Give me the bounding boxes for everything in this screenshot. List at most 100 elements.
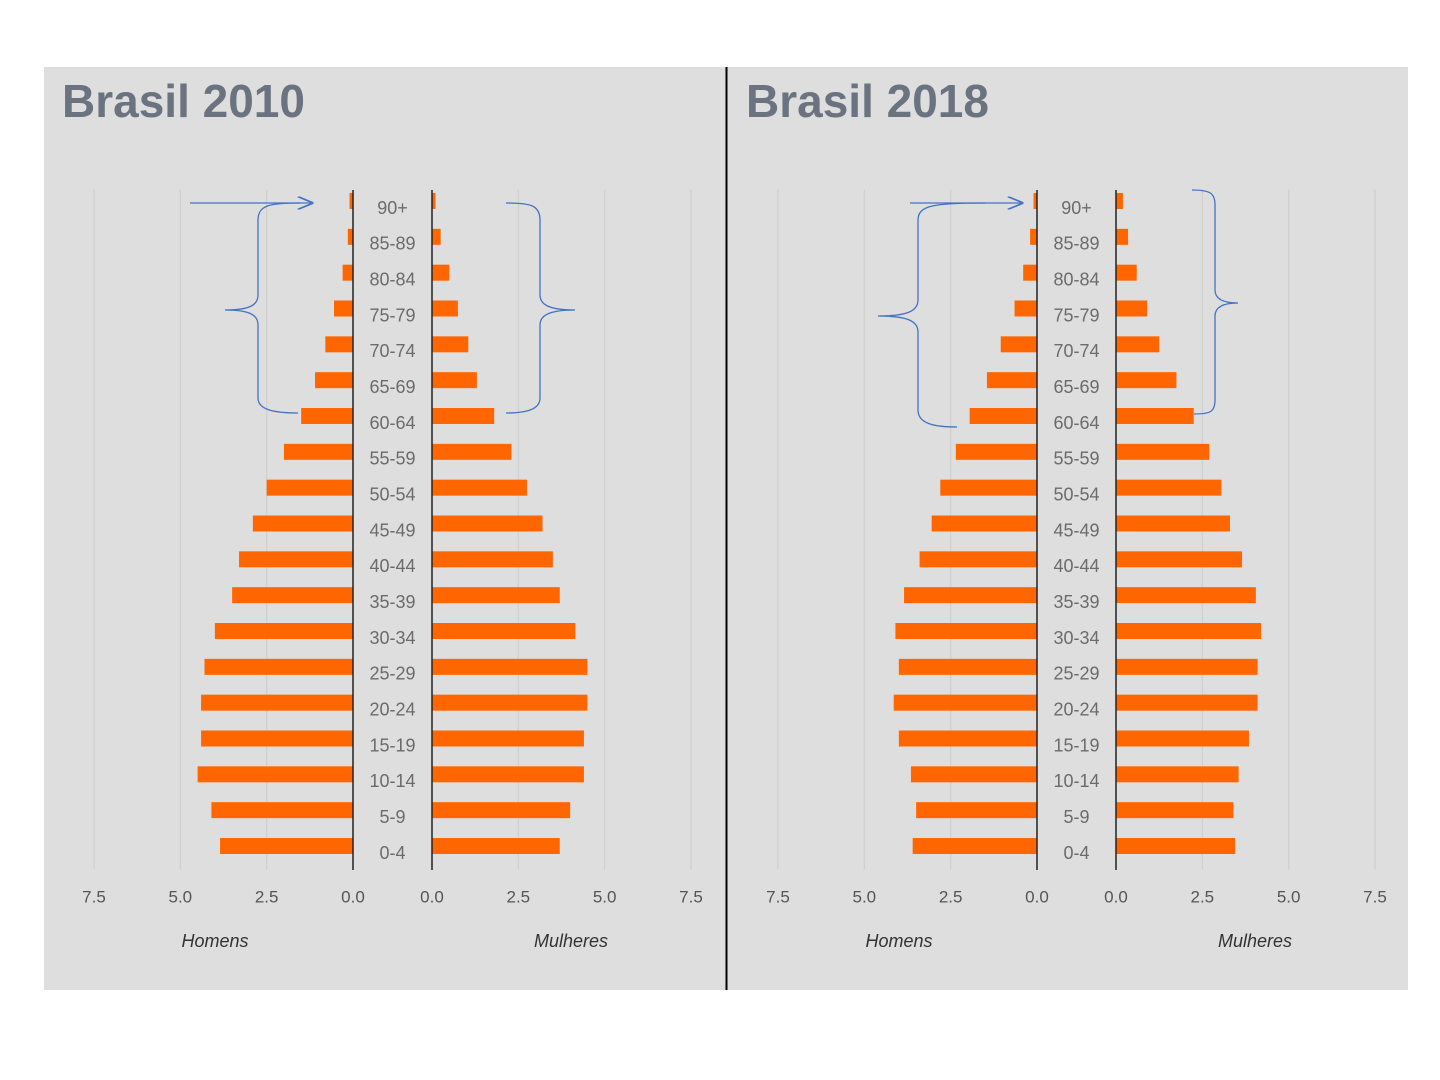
brace: [224, 202, 301, 414]
category-label: 55-59: [369, 449, 415, 469]
bar: [904, 587, 1037, 604]
x-tick-label: 2.5: [507, 887, 531, 906]
bar: [432, 408, 495, 424]
bar: [955, 443, 1037, 460]
bar: [432, 336, 469, 353]
bar: [432, 300, 458, 317]
category-label: 35-39: [369, 592, 415, 612]
x-tick-label: 0.0: [1104, 887, 1128, 906]
bar: [1116, 300, 1148, 317]
bar: [1033, 193, 1037, 209]
category-label: 75-79: [369, 305, 415, 325]
category-label: 15-19: [369, 735, 415, 755]
category-label: 40-44: [1053, 556, 1099, 576]
bar: [252, 515, 353, 532]
x-tick-label: 5.0: [593, 887, 617, 906]
bar: [1116, 694, 1258, 711]
category-label: 65-69: [1053, 377, 1099, 397]
bar: [432, 838, 560, 854]
category-label: 85-89: [369, 234, 415, 254]
x-tick-label: 5.0: [1277, 887, 1301, 906]
x-tick-label: 0.0: [1025, 887, 1049, 906]
bar: [432, 515, 543, 532]
category-label: 45-49: [369, 520, 415, 540]
x-tick-label: 7.5: [679, 887, 703, 906]
bar: [232, 587, 353, 604]
category-label: 70-74: [369, 341, 415, 361]
category-label: 0-4: [1063, 843, 1089, 863]
x-tick-label: 0.0: [341, 887, 365, 906]
category-label: 35-39: [1053, 592, 1099, 612]
bar: [432, 623, 576, 639]
category-label: 70-74: [1053, 341, 1099, 361]
axis-label: Homens: [865, 931, 932, 951]
bar: [916, 802, 1037, 819]
panel: [44, 67, 726, 990]
bar: [1116, 730, 1249, 747]
category-label: 60-64: [369, 413, 415, 433]
x-tick-label: 0.0: [420, 887, 444, 906]
bar: [432, 193, 436, 209]
bar: [1116, 408, 1194, 424]
category-label: 10-14: [1053, 771, 1099, 791]
bar: [432, 694, 588, 711]
bar: [432, 443, 512, 460]
bar: [1116, 515, 1230, 532]
category-label: 80-84: [1053, 269, 1099, 289]
bar: [197, 766, 353, 783]
bar: [1116, 551, 1243, 568]
bar: [1030, 228, 1037, 245]
bar: [266, 479, 353, 496]
bar: [1116, 372, 1177, 389]
bar: [347, 228, 353, 245]
x-tick-label: 5.0: [169, 887, 193, 906]
bar: [342, 264, 353, 281]
bar: [432, 228, 441, 245]
bar: [432, 802, 571, 819]
brace: [505, 202, 576, 414]
category-label: 15-19: [1053, 735, 1099, 755]
bar: [1116, 336, 1160, 353]
bar: [220, 838, 353, 854]
bar: [325, 336, 353, 353]
bar: [931, 515, 1037, 532]
bar: [986, 372, 1037, 389]
bar: [895, 623, 1037, 639]
chart-title: Brasil 2010: [62, 75, 305, 127]
category-label: 65-69: [369, 377, 415, 397]
axis-label: Mulheres: [534, 931, 608, 951]
x-tick-label: 2.5: [1191, 887, 1215, 906]
plots: Brasil 2010 0.0 0.0 2.5 2.5 5.0 5.0 7.5 7.5 90+ 85…: [62, 75, 1387, 951]
category-label: 25-29: [369, 664, 415, 684]
bar: [1116, 623, 1262, 639]
category-label: 55-59: [1053, 449, 1099, 469]
bar: [1116, 658, 1258, 675]
category-label: 90+: [377, 198, 408, 218]
bar: [919, 551, 1037, 568]
bar: [910, 766, 1037, 783]
category-label: 40-44: [369, 556, 415, 576]
category-label: 5-9: [1063, 807, 1089, 827]
category-label: 75-79: [1053, 305, 1099, 325]
category-label: 20-24: [369, 699, 415, 719]
bar: [211, 802, 353, 819]
bar: [432, 658, 588, 675]
bar: [204, 658, 353, 675]
category-label: 30-34: [1053, 628, 1099, 648]
brace: [877, 202, 986, 428]
bar: [1116, 838, 1236, 854]
bar: [432, 551, 553, 568]
x-tick-label: 7.5: [82, 887, 106, 906]
category-label: 30-34: [369, 628, 415, 648]
x-tick-label: 2.5: [255, 887, 279, 906]
category-label: 5-9: [379, 807, 405, 827]
bar: [334, 300, 353, 317]
x-tick-label: 7.5: [1363, 887, 1387, 906]
bar: [1116, 766, 1239, 783]
bar: [201, 730, 353, 747]
category-label: 10-14: [369, 771, 415, 791]
bar: [432, 730, 584, 747]
bar: [1116, 802, 1234, 819]
